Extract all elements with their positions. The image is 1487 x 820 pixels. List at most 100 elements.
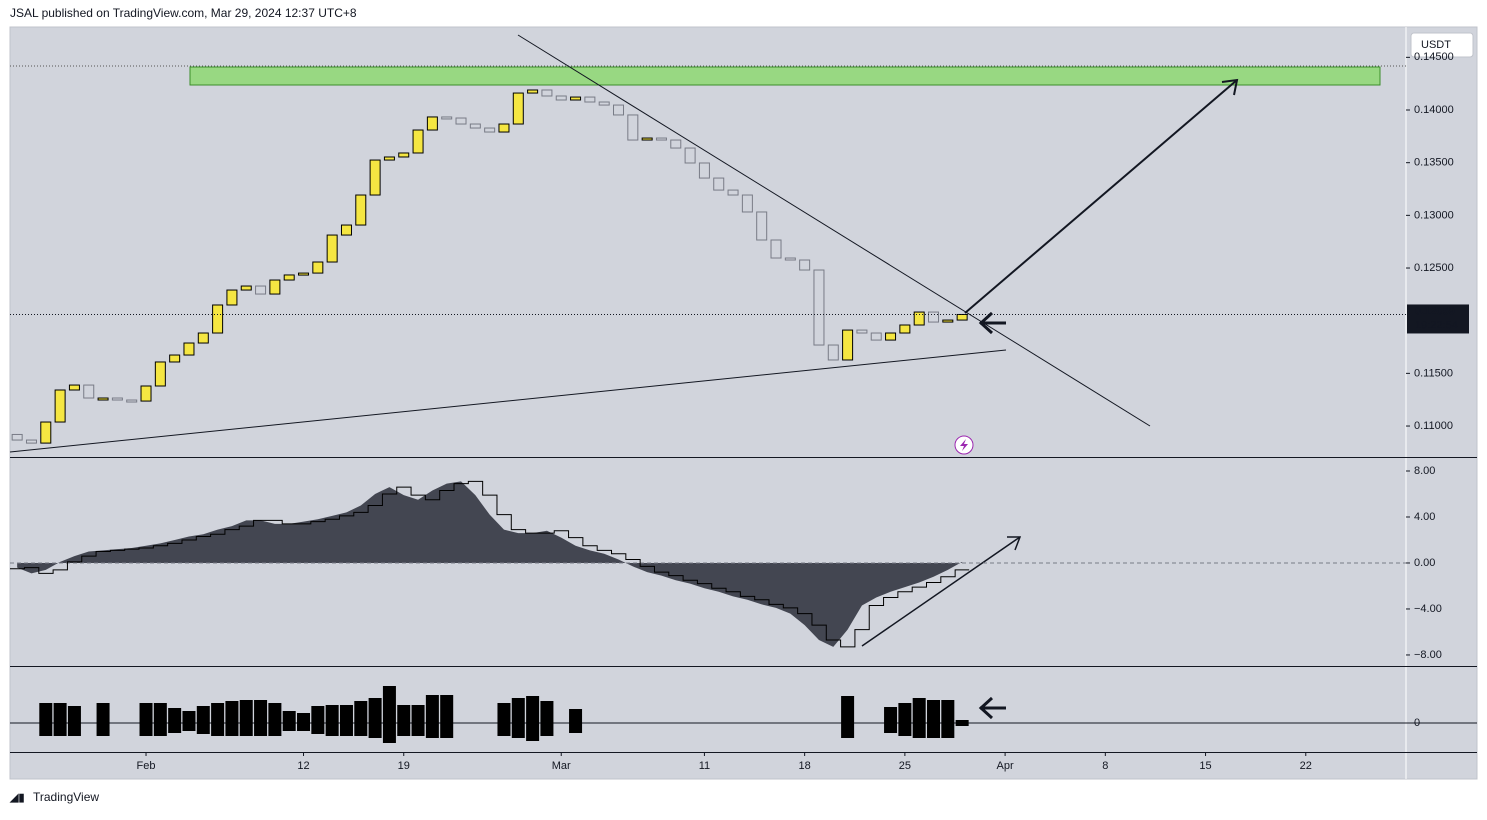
histogram-bar (182, 711, 196, 723)
histogram-bar (955, 720, 969, 723)
candle-body (541, 89, 553, 97)
drawings (9, 34, 1239, 720)
histogram-bar (884, 723, 898, 733)
histogram-bar (153, 723, 167, 736)
candle-body (226, 289, 238, 306)
candle-body (97, 397, 109, 401)
candle-body (383, 156, 395, 161)
histogram-bar (912, 723, 926, 738)
histogram-bar (540, 701, 554, 723)
candle-body (670, 139, 682, 149)
y-tick-label: 0.13500 (1414, 157, 1454, 169)
histogram-bar (440, 695, 454, 723)
histogram-bar (411, 705, 425, 723)
histogram-bar (898, 703, 912, 723)
candle-body (340, 224, 352, 236)
candle-body (68, 384, 80, 391)
x-tick-label: 18 (799, 760, 811, 772)
candle-body (11, 433, 23, 441)
candle-body (756, 211, 768, 241)
histogram-bar (297, 723, 311, 731)
currency-label: USDT (1421, 39, 1451, 51)
candle-body (298, 272, 310, 276)
candle-body (240, 285, 252, 291)
candle-body (741, 194, 753, 213)
x-tick-label: 22 (1300, 760, 1312, 772)
arrow-head (978, 696, 994, 720)
histogram-bar (927, 700, 941, 723)
currency-box[interactable] (1410, 32, 1474, 58)
candle-body (469, 123, 481, 129)
histogram-bar (425, 723, 439, 738)
footer-logo: ◢▮ (9, 792, 25, 804)
histogram-bar (927, 723, 941, 738)
chart-frame (9, 26, 1478, 780)
histogram-bar (941, 723, 955, 738)
last-price-label: 0.12059 (1415, 305, 1455, 317)
histogram-bar (225, 723, 239, 736)
histogram-bar (282, 711, 296, 723)
candle-body (312, 261, 324, 274)
candle-body (441, 116, 453, 120)
histogram-bar (955, 723, 969, 726)
candle-body (727, 189, 739, 196)
histogram-bar (569, 709, 583, 723)
y-tick-label: 0.12500 (1414, 262, 1454, 274)
histogram-bar (67, 723, 81, 736)
histogram-bar (239, 700, 253, 723)
trend-line (9, 349, 1007, 453)
histogram-bar (39, 723, 53, 736)
histogram-bar (53, 723, 67, 736)
candle-body (83, 384, 95, 399)
x-tick-label: 25 (899, 760, 911, 772)
histogram-bar (397, 705, 411, 723)
candle-body (627, 114, 639, 141)
y-tick-label: −8.00 (1414, 649, 1442, 661)
x-tick-label: 8 (1102, 760, 1108, 772)
histogram-bar (884, 707, 898, 723)
candle-body (555, 95, 567, 101)
histogram-bar (211, 723, 225, 736)
histogram-bar (339, 723, 353, 736)
x-tick-label: Mar (552, 760, 571, 772)
histogram-bar (168, 708, 182, 723)
arrow (861, 536, 1021, 647)
footer-brand: TradingView (33, 790, 99, 804)
x-tick-label: 11 (699, 760, 710, 772)
publish-header: JSAL published on TradingView.com, Mar 2… (10, 6, 357, 20)
candle-body (25, 439, 37, 444)
candle-body (326, 234, 338, 263)
candle-body (770, 239, 782, 259)
histogram-bar (96, 703, 110, 723)
candle-body (111, 397, 123, 401)
histogram-bar (526, 696, 540, 723)
candle-body (455, 117, 467, 125)
arrow-head (978, 311, 994, 335)
y-tick-label: −4.00 (1414, 603, 1442, 615)
candle-body (799, 259, 811, 271)
arrow-head (1221, 78, 1239, 96)
candle-body (827, 344, 839, 361)
y-tick-label: 0.13000 (1414, 209, 1454, 221)
histogram-bar (397, 723, 411, 736)
candle-body (355, 194, 367, 226)
candle-body (283, 274, 295, 281)
countdown-label: 19:22:54 (1415, 319, 1458, 331)
candle-body (140, 385, 152, 402)
candle-body (512, 92, 524, 125)
histogram-bar (368, 723, 382, 738)
histogram-bar (354, 723, 368, 736)
y-tick-label: 4.00 (1414, 511, 1435, 523)
histogram-bar (311, 706, 325, 723)
arrow (964, 79, 1238, 314)
candle-body (498, 123, 510, 133)
x-tick-label: 19 (398, 760, 410, 772)
histogram-bar (511, 723, 525, 738)
histogram-bar (67, 706, 81, 723)
y-tick-label: 0.00 (1414, 557, 1435, 569)
arrow-head (1007, 536, 1022, 551)
histogram-bar (39, 703, 53, 723)
candle-body (813, 269, 825, 346)
histogram-bar (282, 723, 296, 731)
